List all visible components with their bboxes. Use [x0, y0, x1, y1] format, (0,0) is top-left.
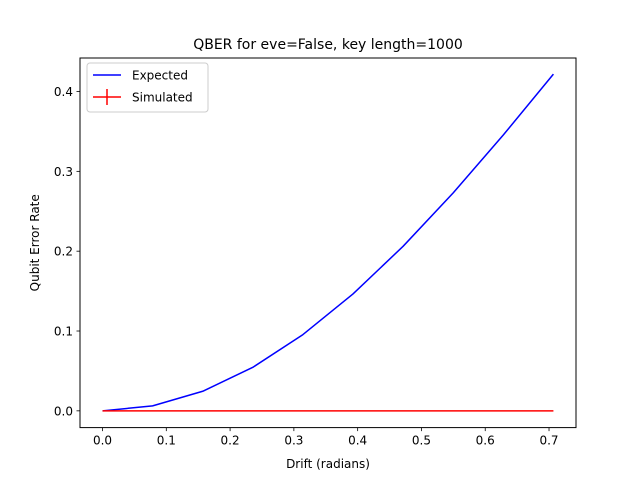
y-axis-label: Qubit Error Rate [28, 194, 42, 291]
plot-area [102, 73, 554, 412]
x-tick-label: 0.7 [539, 434, 558, 448]
y-tick-label: 0.1 [54, 325, 73, 339]
y-tick-label: 0.0 [54, 404, 73, 418]
x-tick-label: 0.4 [348, 434, 367, 448]
y-axis: 0.0 0.1 0.2 0.3 0.4 [54, 85, 80, 418]
x-tick-label: 0.1 [157, 434, 176, 448]
x-tick-label: 0.5 [412, 434, 431, 448]
x-axis-label: Drift (radians) [286, 457, 370, 471]
series-line-expected [102, 73, 554, 412]
y-tick-label: 0.4 [54, 85, 73, 99]
legend-label-expected: Expected [132, 69, 188, 83]
y-tick-label: 0.2 [54, 245, 73, 259]
legend-label-simulated: Simulated [132, 91, 193, 105]
x-tick-label: 0.0 [93, 434, 112, 448]
x-tick-label: 0.3 [284, 434, 303, 448]
legend: Expected Simulated [86, 62, 209, 113]
y-tick-label: 0.3 [54, 165, 73, 179]
axes-frame [79, 57, 577, 429]
x-tick-label: 0.2 [221, 434, 240, 448]
chart-title: QBER for eve=False, key length=1000 [193, 37, 463, 53]
x-tick-label: 0.6 [476, 434, 495, 448]
x-axis: 0.0 0.1 0.2 0.3 0.4 0.5 0.6 0.7 [93, 427, 559, 448]
